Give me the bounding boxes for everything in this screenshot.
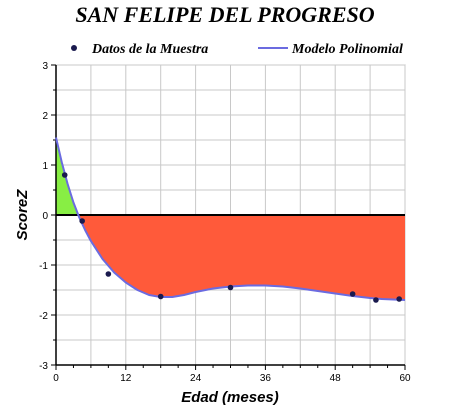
- x-tick-label: 24: [190, 373, 202, 384]
- y-axis-title: ScoreZ: [14, 189, 31, 241]
- negative-area-fill: [78, 215, 405, 300]
- y-tick-label: 2: [42, 111, 48, 122]
- chart-title: SAN FELIPE DEL PROGRESO: [75, 2, 375, 27]
- x-tick-label: 0: [53, 373, 59, 384]
- y-tick-label: 3: [42, 61, 48, 72]
- legend: Datos de la Muestra Modelo Polinomial: [71, 42, 403, 57]
- sample-data-point: [373, 297, 379, 303]
- x-tick-label: 48: [330, 373, 342, 384]
- sample-data-point: [349, 291, 356, 297]
- sample-data-point: [157, 293, 164, 300]
- sample-data-point: [105, 271, 112, 277]
- x-tick-label: 60: [399, 373, 411, 384]
- sample-data-point: [61, 172, 68, 178]
- positive-area-fill: [56, 137, 79, 215]
- sample-data-point: [396, 296, 402, 302]
- x-axis-title: Edad (meses): [181, 389, 279, 406]
- axes: [51, 64, 406, 370]
- legend-marker-datos: [71, 45, 77, 51]
- sample-data-point: [79, 218, 85, 224]
- y-tick-label: -3: [39, 361, 48, 372]
- y-tick-label: 1: [42, 161, 48, 172]
- sample-data-point: [227, 284, 234, 291]
- y-tick-label: 0: [42, 211, 48, 222]
- x-tick-label: 36: [260, 373, 272, 384]
- model-curve: [55, 137, 406, 301]
- x-tick-label: 12: [120, 373, 132, 384]
- y-tick-label: -2: [39, 311, 48, 322]
- legend-label-modelo: Modelo Polinomial: [291, 42, 403, 57]
- legend-label-datos: Datos de la Muestra: [91, 42, 208, 57]
- model-polynomial-line: [55, 137, 406, 301]
- area-fills: [56, 137, 405, 300]
- data-points: [61, 172, 402, 303]
- y-tick-label: -1: [39, 261, 48, 272]
